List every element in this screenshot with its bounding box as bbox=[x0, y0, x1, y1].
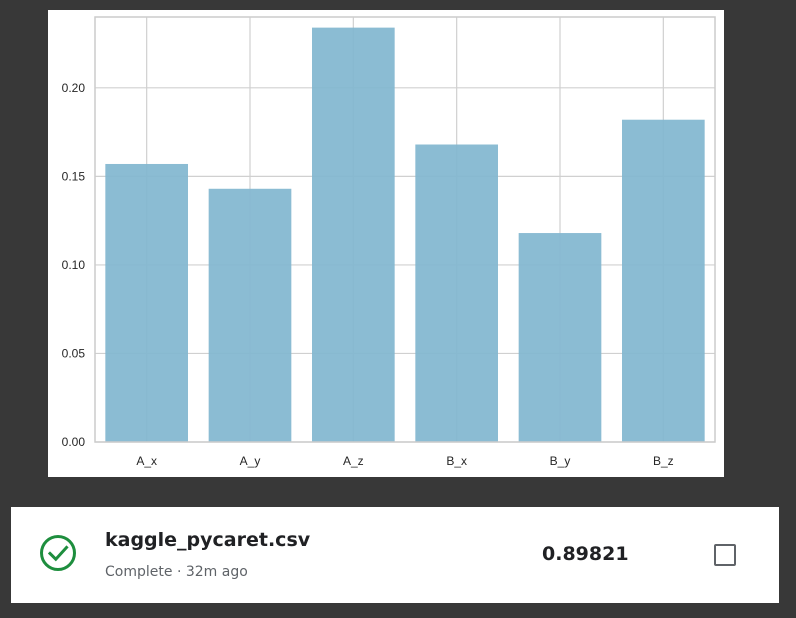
check-circle-icon bbox=[40, 535, 76, 571]
x-tick-label: A_z bbox=[343, 454, 364, 468]
bar-A_x bbox=[105, 163, 188, 442]
y-tick-label: 0.15 bbox=[62, 169, 86, 183]
x-tick-label: B_x bbox=[446, 454, 467, 468]
submission-row: kaggle_pycaret.csv Complete · 32m ago 0.… bbox=[11, 507, 779, 603]
x-tick-label: B_z bbox=[653, 454, 674, 468]
bar-B_z bbox=[622, 119, 705, 442]
meta-separator: · bbox=[176, 564, 182, 580]
y-tick-label: 0.05 bbox=[62, 346, 86, 360]
submission-meta: Complete · 32m ago bbox=[105, 564, 248, 580]
select-checkbox[interactable] bbox=[714, 544, 736, 566]
x-tick-label: B_y bbox=[550, 454, 571, 468]
bar-A_z bbox=[312, 27, 395, 442]
y-tick-label: 0.10 bbox=[62, 258, 86, 272]
x-tick-label: A_x bbox=[136, 454, 157, 468]
bar-B_y bbox=[518, 233, 602, 442]
bar-B_x bbox=[415, 144, 498, 442]
x-tick-label: A_y bbox=[240, 454, 261, 468]
bar-chart-panel: 0.00 0.05 0.10 0.15 0.20 A_x A_y A_z B_x B_y B_z bbox=[48, 10, 724, 477]
plot-frame bbox=[94, 16, 716, 443]
y-tick-label: 0.20 bbox=[62, 81, 86, 95]
bar-A_y bbox=[208, 188, 292, 442]
submission-score: 0.89821 bbox=[542, 543, 629, 565]
submission-status: Complete bbox=[105, 564, 173, 580]
bar-chart: 0.00 0.05 0.10 0.15 0.20 A_x A_y A_z B_x B_y B_z bbox=[62, 16, 716, 468]
submission-time: 32m ago bbox=[185, 564, 248, 580]
y-tick-label: 0.00 bbox=[62, 435, 86, 449]
submission-file-name[interactable]: kaggle_pycaret.csv bbox=[105, 529, 311, 551]
